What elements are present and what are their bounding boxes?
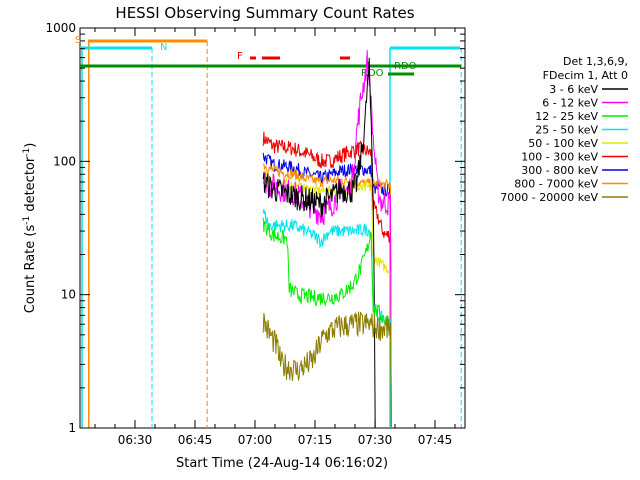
plot-frame [79,27,466,429]
y-tick-label: 100 [53,154,76,168]
legend-entry-label: 25 - 50 keV [535,124,598,137]
series-line-25to50keV [262,209,392,429]
x-tick-label: 07:45 [418,433,453,447]
series-line-7000to20000keV [262,311,392,429]
flag-label: N [160,42,167,53]
series-line-12to25keV [262,217,392,429]
flag-label: RDO [361,68,384,79]
legend-entry-label: 12 - 25 keV [535,110,598,123]
legend-entry-label: 6 - 12 keV [542,97,598,110]
x-tick-label: 07:15 [298,433,333,447]
legend-entry-label: 3 - 6 keV [549,83,598,96]
axes-layer: 1 10 100 1000 06:30 06:45 07:00 07:15 07:30 07:45 [45,21,465,447]
legend: Det 1,3,6,9, FDecim 1, Att 0 3 - 6 keV6 … [500,55,628,204]
x-tick-label: 07:00 [238,433,273,447]
x-tick-label: 06:30 [118,433,153,447]
legend-header-line-1: Det 1,3,6,9, [563,55,628,68]
chart-title: HESSI Observing Summary Count Rates [115,4,414,22]
x-tick-label: 06:45 [178,433,213,447]
series-line-3to6keV [262,57,376,429]
flag-label: RDO [394,61,417,72]
series-line-100to300keV [262,131,392,429]
legend-entry-label: 100 - 300 keV [521,151,598,164]
series-layer [262,50,392,429]
legend-header-line-2: FDecim 1, Att 0 [543,69,628,82]
y-tick-label: 1000 [45,21,76,35]
legend-entry-label: 50 - 100 keV [528,137,598,150]
y-axis-label: Count Rate (s-1 detector-1) [22,143,38,314]
legend-entry-label: 800 - 7000 keV [514,178,598,191]
y-tick-label: 1 [68,421,76,435]
flag-label: S [75,35,81,46]
legend-entry-label: 300 - 800 keV [521,164,598,177]
x-tick-label: 07:30 [358,433,393,447]
flag-label: F [237,51,243,62]
x-axis-label: Start Time (24-Aug-14 06:16:02) [176,456,388,471]
state-flags-layer: S N F RDO RDO [75,35,462,428]
series-line-300to800keV [262,152,392,429]
y-tick-label: 10 [61,288,76,302]
series-line-800to7000keV [262,163,392,429]
legend-entry-label: 7000 - 20000 keV [500,191,598,204]
